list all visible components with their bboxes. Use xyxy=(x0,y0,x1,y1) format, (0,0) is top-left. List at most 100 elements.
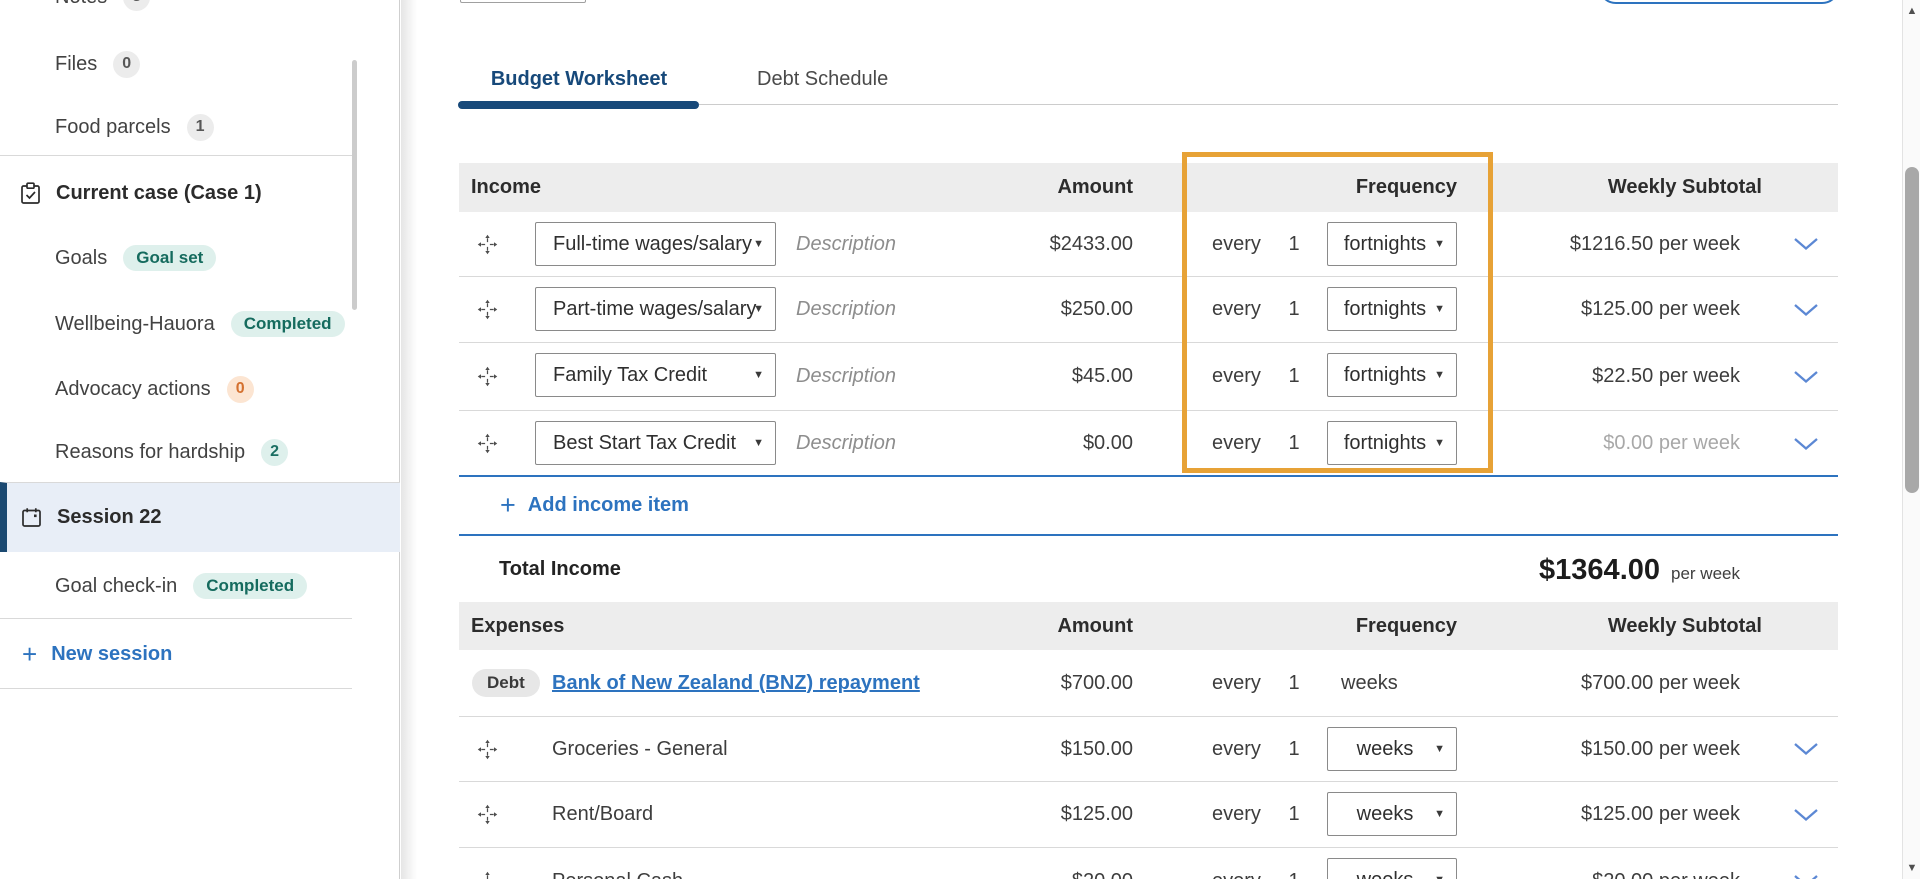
page-scrollbar[interactable]: ▲ ▼ xyxy=(1902,0,1920,879)
amount-value[interactable]: $0.00 xyxy=(1082,432,1133,454)
sidebar-item-session-22[interactable]: Session 22 xyxy=(0,482,400,552)
total-income-suffix: per week xyxy=(1671,564,1740,583)
expand-chevron-icon[interactable] xyxy=(1791,343,1821,410)
new-session-button[interactable]: + New session xyxy=(0,632,400,676)
selected-option: fortnights xyxy=(1343,297,1427,320)
caret-down-icon: ▼ xyxy=(1434,437,1445,449)
sidebar-item-wellbeing[interactable]: Wellbeing-Hauora Completed xyxy=(0,302,400,346)
debt-repayment-link[interactable]: Bank of New Zealand (BNZ) repayment xyxy=(552,650,972,716)
scroll-down-arrow-icon[interactable]: ▼ xyxy=(1906,862,1918,874)
drag-handle-icon[interactable] xyxy=(470,411,504,476)
caret-down-icon: ▼ xyxy=(1434,743,1445,755)
income-type-select[interactable]: Family Tax Credit ▼ xyxy=(535,353,776,397)
quantity-input[interactable]: 1 xyxy=(1279,848,1309,879)
frequency-select[interactable]: fortnights ▼ xyxy=(1327,222,1457,266)
expand-chevron-icon[interactable] xyxy=(1791,411,1821,476)
sidebar-item-label: Food parcels xyxy=(55,115,171,138)
frequency-select[interactable]: fortnights ▼ xyxy=(1327,287,1457,331)
sidebar-item-label: Notes xyxy=(55,0,107,9)
income-row: Full-time wages/salary ▼ Description $243… xyxy=(459,212,1838,277)
amount-value[interactable]: $250.00 xyxy=(1060,298,1133,320)
drag-handle-icon[interactable] xyxy=(470,343,504,410)
quantity-input[interactable]: 1 xyxy=(1288,232,1300,255)
expand-chevron-icon[interactable] xyxy=(1791,782,1821,847)
income-type-select[interactable]: Full-time wages/salary ▼ xyxy=(535,222,776,266)
frequency-select[interactable]: weeks ▼ xyxy=(1327,858,1457,879)
sidebar-item-goals[interactable]: Goals Goal set xyxy=(0,236,400,280)
active-tab-indicator xyxy=(458,101,699,109)
description-input[interactable]: Description xyxy=(796,365,897,387)
expense-row: Personal Cash $20.00 every 1 weeks ▼ $20.… xyxy=(459,848,1838,879)
description-input[interactable]: Description xyxy=(796,298,897,320)
frequency-select[interactable]: weeks ▼ xyxy=(1327,727,1457,771)
amount-value[interactable]: $125.00 xyxy=(1060,803,1133,825)
drag-handle-icon[interactable] xyxy=(470,212,504,276)
scroll-up-arrow-icon[interactable]: ▲ xyxy=(1906,5,1918,17)
amount-value[interactable]: $20.00 xyxy=(933,848,1133,879)
sidebar-item-label: Current case (Case 1) xyxy=(56,181,262,204)
goal-set-badge: Goal set xyxy=(123,245,217,271)
expand-chevron-icon[interactable] xyxy=(1791,212,1821,276)
amount-value[interactable]: $150.00 xyxy=(1060,737,1133,760)
quantity-input[interactable]: 1 xyxy=(1288,432,1300,454)
sidebar-item-reasons-for-hardship[interactable]: Reasons for hardship 2 xyxy=(0,430,400,474)
expense-label: Personal Cash xyxy=(552,848,912,879)
tab-debt-schedule[interactable]: Debt Schedule xyxy=(757,64,888,94)
weekly-subtotal-header: Weekly Subtotal xyxy=(1607,614,1762,637)
tab-budget-worksheet[interactable]: Budget Worksheet xyxy=(458,64,700,94)
food-parcels-count-badge: 1 xyxy=(186,113,214,141)
weekly-subtotal-header: Weekly Subtotal xyxy=(1607,176,1762,198)
expand-chevron-icon[interactable] xyxy=(1791,277,1821,342)
hardship-count-badge: 2 xyxy=(261,438,289,466)
drag-handle-icon[interactable] xyxy=(470,782,504,847)
amount-value[interactable]: $2433.00 xyxy=(1049,232,1133,255)
drag-handle-icon[interactable] xyxy=(470,717,504,781)
income-row: Part-time wages/salary ▼ Description $250… xyxy=(459,277,1838,343)
drag-handle-icon[interactable] xyxy=(470,848,504,879)
expand-chevron-icon[interactable] xyxy=(1791,717,1821,781)
sidebar-item-goal-check-in[interactable]: Goal check-in Completed xyxy=(0,564,400,608)
quantity-input[interactable]: 1 xyxy=(1288,365,1300,387)
quantity-input[interactable]: 1 xyxy=(1288,737,1300,760)
frequency-select[interactable]: fortnights ▼ xyxy=(1327,353,1457,397)
caret-down-icon: ▼ xyxy=(1434,238,1445,250)
income-type-select[interactable]: Best Start Tax Credit ▼ xyxy=(535,421,776,465)
sidebar-item-label: Goals xyxy=(55,246,108,269)
weekly-subtotal-value: $700.00 per week xyxy=(1580,671,1740,694)
caret-down-icon: ▼ xyxy=(1434,303,1445,315)
sidebar-item-food-parcels[interactable]: Food parcels 1 xyxy=(0,105,400,149)
amount-header: Amount xyxy=(1057,176,1133,198)
frequency-unit-label: weeks xyxy=(1341,671,1398,694)
description-input[interactable]: Description xyxy=(796,432,897,454)
sidebar-item-files[interactable]: Files 0 xyxy=(0,42,400,86)
selected-option: weeks xyxy=(1356,737,1414,760)
quantity-input[interactable]: 1 xyxy=(1288,803,1300,825)
add-income-item-button[interactable]: + Add income item xyxy=(500,491,689,519)
caret-down-icon: ▼ xyxy=(753,437,764,449)
frequency-select[interactable]: fortnights ▼ xyxy=(1327,421,1457,465)
session-field-partial[interactable] xyxy=(460,0,586,3)
frequency-header: Frequency xyxy=(1355,614,1457,637)
income-type-select[interactable]: Part-time wages/salary ▼ xyxy=(535,287,776,331)
notes-count-badge: 3 xyxy=(123,0,151,11)
description-input[interactable]: Description xyxy=(796,232,897,255)
sidebar-scrollbar-thumb[interactable] xyxy=(352,60,357,310)
frequency-select[interactable]: weeks ▼ xyxy=(1327,792,1457,836)
sidebar-item-advocacy-actions[interactable]: Advocacy actions 0 xyxy=(0,367,400,411)
sidebar-item-current-case[interactable]: Current case (Case 1) xyxy=(0,171,400,215)
debt-badge: Debt xyxy=(472,669,540,697)
caret-down-icon: ▼ xyxy=(753,303,764,315)
top-action-button-partial[interactable] xyxy=(1598,0,1840,4)
quantity-input[interactable]: 1 xyxy=(1288,298,1300,320)
amount-value[interactable]: $45.00 xyxy=(1071,365,1133,387)
drag-handle-icon[interactable] xyxy=(470,277,504,342)
expand-chevron-icon[interactable] xyxy=(1791,848,1821,879)
quantity-value: 1 xyxy=(1288,671,1300,694)
new-session-label: New session xyxy=(51,642,173,665)
weekly-subtotal-value: $0.00 per week xyxy=(1603,432,1740,454)
scrollbar-thumb[interactable] xyxy=(1905,167,1919,493)
weekly-subtotal-value: $1216.50 per week xyxy=(1569,232,1740,255)
sidebar-item-notes[interactable]: Notes 3 xyxy=(0,0,400,19)
selected-option: Best Start Tax Credit xyxy=(553,431,737,454)
